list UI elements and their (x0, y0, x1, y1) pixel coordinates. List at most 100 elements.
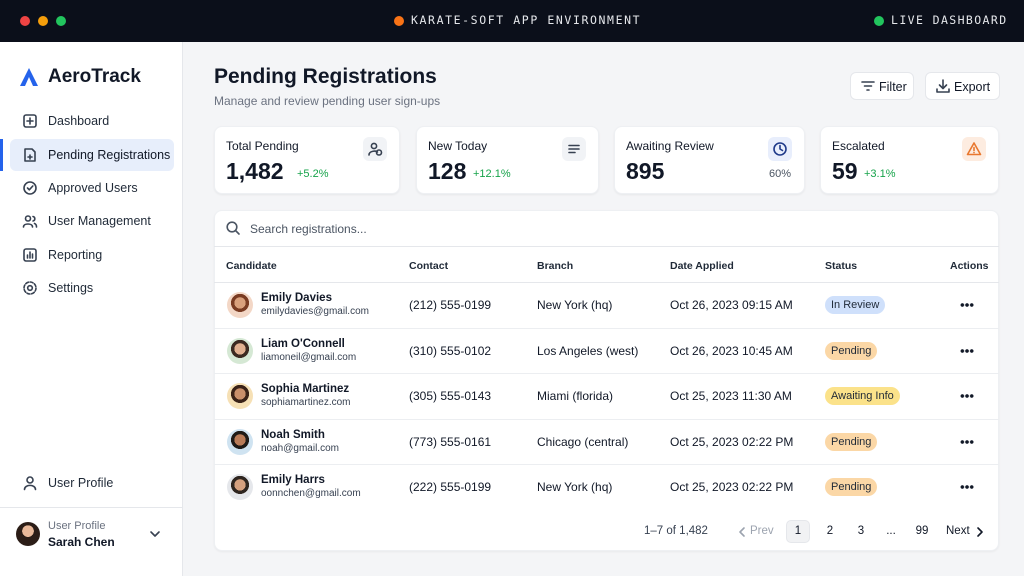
search-input[interactable]: Search registrations... (250, 222, 367, 236)
row-actions[interactable] (960, 394, 974, 398)
status-badge: In Review (825, 296, 886, 314)
prev-chevron[interactable] (734, 524, 750, 540)
contact: (212) 555-0199 (409, 298, 492, 312)
column-header: Date Applied (670, 260, 734, 272)
nav-icon[interactable] (22, 180, 38, 196)
nav-icon[interactable] (22, 213, 38, 229)
row-actions[interactable] (960, 485, 974, 489)
page-subtitle: Manage and review pending user sign-ups (214, 94, 441, 108)
row-actions[interactable] (960, 439, 974, 444)
column-header: Actions (950, 260, 989, 272)
env-title: KARATE-SOFT APP ENVIRONMENT (411, 13, 642, 27)
user-role: User Profile (48, 520, 106, 532)
user-menu-chevron[interactable] (147, 526, 163, 542)
nav-item[interactable]: Settings (48, 281, 94, 295)
icon-part (23, 114, 37, 128)
stat-icon (367, 141, 383, 157)
candidate-name[interactable]: Liam O'Connell (261, 337, 345, 350)
stat-value: 1,482 (226, 158, 284, 184)
nav-icon[interactable] (22, 247, 38, 263)
candidate-name[interactable]: Emily Davies (261, 292, 332, 304)
stat-note: 60% (769, 168, 792, 180)
next-chevron[interactable] (972, 524, 988, 540)
icon-part (938, 84, 948, 90)
icon-part (24, 148, 36, 162)
icon-part (22, 223, 34, 228)
user-avatar (16, 522, 40, 546)
icon-part (739, 527, 745, 537)
nav-icon[interactable] (22, 147, 38, 163)
button-label[interactable]: Export (954, 80, 991, 94)
page-number[interactable]: ... (886, 525, 896, 537)
icon-part (226, 221, 240, 235)
button-icon[interactable] (935, 78, 951, 94)
icon-part (568, 144, 580, 154)
window-dot[interactable] (56, 16, 66, 26)
column-header: Contact (409, 260, 449, 272)
candidate-avatar (227, 337, 253, 364)
nav-item[interactable]: Pending Registrations (48, 148, 171, 162)
branch: New York (hq) (537, 480, 613, 494)
icon-part (773, 142, 787, 156)
header-button[interactable] (850, 72, 914, 100)
icon-part (23, 114, 37, 128)
status-badge: Awaiting Info (825, 387, 900, 405)
icon-part (26, 476, 34, 484)
icon-part (739, 527, 745, 537)
candidate-name[interactable]: Sophia Martinez (261, 383, 350, 395)
row-actions[interactable] (960, 303, 974, 307)
candidate-email: emilydavies@gmail.com (261, 306, 369, 317)
icon-part (370, 142, 378, 150)
row-actions[interactable] (960, 348, 974, 353)
pagination-prev[interactable]: Prev (750, 525, 774, 537)
header-button[interactable] (925, 72, 1000, 100)
stat-label: New Today (428, 139, 488, 153)
nav-item[interactable]: Dashboard (48, 114, 110, 128)
nav-item[interactable]: Approved Users (48, 181, 138, 195)
candidate-email: oonnchen@gmail.com (261, 488, 361, 499)
nav-icon[interactable] (22, 280, 38, 296)
candidate-email: sophiamartinez.com (261, 397, 351, 408)
icon-part (861, 81, 875, 91)
button-icon[interactable] (860, 78, 876, 94)
page-title: Pending Registrations (214, 65, 437, 88)
branch: Los Angeles (west) (537, 343, 639, 358)
icon-part (936, 88, 950, 93)
nav-item[interactable]: User Management (48, 214, 151, 228)
page-number[interactable]: 1 (794, 525, 802, 537)
table-card (214, 210, 999, 551)
icon-part (977, 527, 983, 537)
profile-link[interactable]: User Profile (48, 476, 114, 490)
stat-change: +3.1% (864, 168, 896, 180)
contact: (773) 555-0161 (409, 434, 492, 449)
branch: Miami (florida) (537, 389, 614, 403)
column-header: Branch (537, 260, 574, 272)
candidate-name[interactable]: Noah Smith (261, 428, 325, 441)
nav-icon[interactable] (22, 113, 38, 129)
icon-part (23, 281, 37, 295)
window-dot[interactable] (20, 16, 30, 26)
profile-icon[interactable] (22, 475, 38, 491)
nav-active-bar (0, 139, 3, 171)
brand-logo (18, 66, 40, 88)
page-number[interactable]: 99 (915, 525, 929, 537)
contact: (305) 555-0143 (409, 389, 492, 403)
window-dot[interactable] (38, 16, 48, 26)
search-icon (225, 220, 241, 236)
page-number[interactable]: 3 (857, 525, 865, 537)
button-label[interactable]: Filter (879, 80, 907, 94)
candidate-name[interactable]: Emily Harrs (261, 474, 325, 486)
top-bar (0, 0, 1024, 42)
stat-value: 128 (428, 158, 467, 184)
icon-part (26, 185, 34, 191)
icon-part (150, 531, 160, 537)
sidebar (0, 42, 183, 576)
row-divider (214, 464, 999, 465)
icon-part (23, 181, 37, 195)
status-badge: Pending (825, 478, 878, 496)
page-number[interactable]: 2 (826, 525, 834, 537)
date-applied: Oct 26, 2023 10:45 AM (670, 343, 793, 358)
nav-item[interactable]: Reporting (48, 248, 103, 262)
pagination-next[interactable]: Next (946, 525, 970, 537)
nav-active-bg (10, 139, 174, 171)
